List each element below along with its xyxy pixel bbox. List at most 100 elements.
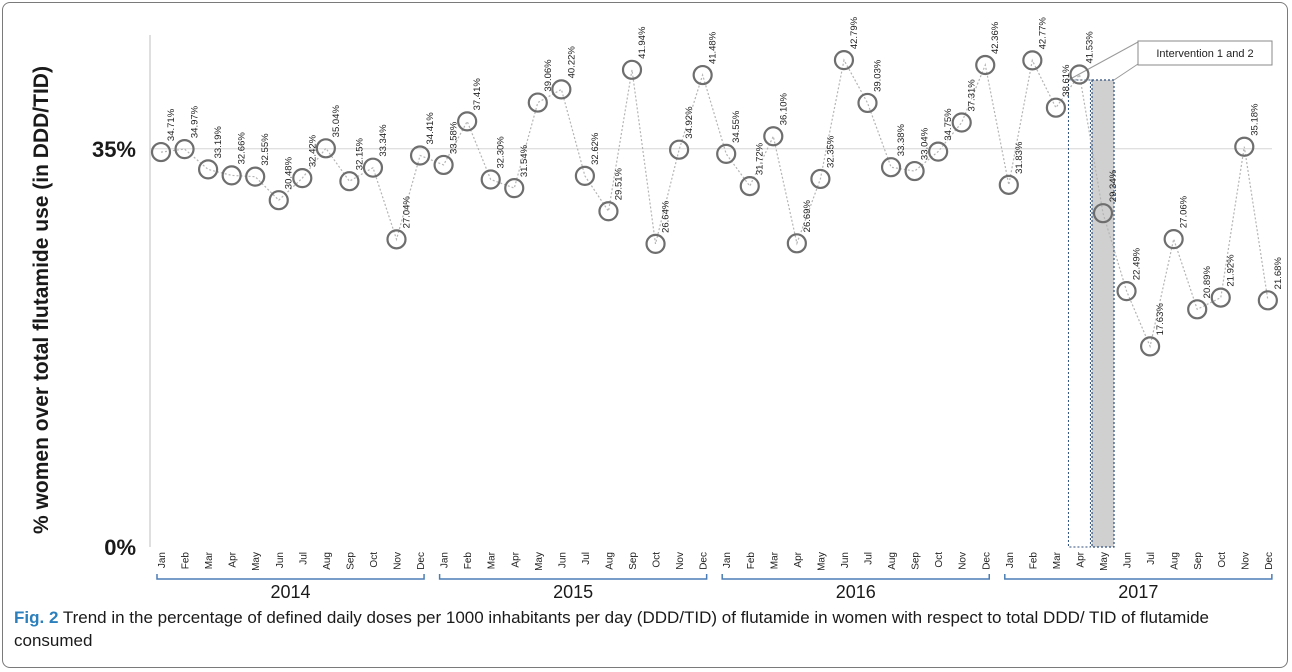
x-tick-label: May — [1099, 552, 1110, 571]
data-point — [1163, 229, 1184, 250]
data-point — [457, 111, 478, 132]
data-label: 27.06% — [1179, 195, 1190, 228]
y-tick-label: 35% — [92, 137, 136, 162]
x-tick-label: Jan — [157, 552, 168, 568]
data-point — [1234, 136, 1255, 157]
data-point — [198, 159, 219, 180]
x-tick-label: Aug — [322, 552, 333, 570]
data-label: 37.31% — [967, 79, 978, 112]
year-bracket — [156, 574, 425, 580]
data-label: 27.04% — [402, 196, 413, 229]
data-point — [245, 166, 266, 187]
data-point — [551, 79, 572, 100]
data-point — [857, 92, 878, 114]
x-tick-label: Mar — [769, 551, 780, 569]
data-label: 41.94% — [637, 26, 648, 59]
data-label: 38.61% — [1061, 64, 1072, 97]
x-tick-label: Feb — [463, 552, 474, 570]
x-tick-label: Dec — [981, 552, 992, 570]
data-label: 41.53% — [1084, 31, 1095, 64]
data-point — [833, 50, 855, 71]
data-label: 39.06% — [543, 59, 554, 92]
data-label: 29.34% — [1108, 169, 1119, 202]
x-tick-label: Jul — [298, 552, 309, 565]
x-tick-label: May — [251, 552, 262, 571]
data-label: 32.35% — [825, 135, 836, 168]
data-point — [692, 64, 713, 86]
x-tick-label: Nov — [1240, 552, 1251, 570]
intervention-leader-line — [1113, 63, 1139, 81]
year-label: 2017 — [1118, 582, 1158, 602]
x-tick-label: Jul — [864, 552, 875, 565]
data-point — [1092, 203, 1114, 224]
data-label: 40.22% — [566, 46, 577, 79]
x-tick-label: Sep — [345, 552, 356, 570]
data-label: 31.83% — [1014, 141, 1025, 174]
data-point — [504, 178, 525, 199]
x-tick-label: Feb — [746, 552, 757, 570]
x-tick-label: Sep — [1193, 552, 1204, 570]
x-tick-label: Aug — [604, 552, 615, 570]
year-bracket — [438, 574, 708, 580]
x-tick-label: Feb — [1028, 552, 1039, 570]
x-tick-label: Jan — [722, 552, 733, 568]
x-tick-label: Jan — [440, 552, 451, 568]
x-tick-label: Jun — [840, 552, 851, 568]
data-label: 42.36% — [990, 21, 1001, 54]
intervention-band-apr — [1067, 79, 1091, 548]
data-label: 34.71% — [166, 108, 177, 141]
data-point — [951, 112, 972, 133]
data-label: 41.48% — [708, 31, 719, 64]
x-tick-label: Jul — [581, 552, 592, 565]
data-point — [621, 59, 643, 80]
data-label: 37.41% — [472, 78, 483, 111]
data-label: 26.64% — [661, 200, 672, 233]
data-point — [221, 165, 242, 186]
x-tick-label: Jan — [1005, 552, 1016, 568]
data-label: 29.51% — [613, 167, 624, 200]
data-point — [315, 138, 336, 159]
data-label: 34.41% — [425, 112, 436, 145]
data-label: 33.04% — [920, 127, 931, 160]
data-label: 32.66% — [237, 132, 248, 165]
data-point — [1210, 287, 1231, 308]
year-label: 2015 — [553, 582, 593, 602]
data-label: 34.92% — [684, 106, 695, 139]
caption-text: Trend in the percentage of defined daily… — [14, 608, 1210, 650]
x-tick-label: Aug — [1170, 552, 1181, 570]
x-tick-label: Oct — [934, 552, 945, 568]
data-point — [998, 174, 1019, 195]
x-tick-label: Jun — [275, 552, 286, 568]
data-point — [1045, 97, 1067, 118]
data-point — [150, 141, 172, 163]
x-tick-label: Sep — [911, 552, 922, 570]
intervention-callout-text: Intervention 1 and 2 — [1156, 48, 1253, 60]
line-chart: 35% 0% % women over total flutamide use (i… — [30, 16, 1284, 602]
x-tick-label: Apr — [793, 551, 804, 567]
data-point — [268, 190, 289, 211]
data-point — [574, 165, 596, 186]
data-point — [880, 157, 902, 178]
data-point — [1257, 290, 1278, 311]
intervention-band-may — [1091, 79, 1115, 548]
intervention-leader-line — [1068, 41, 1139, 81]
data-point — [433, 154, 454, 176]
x-tick-label: Dec — [699, 552, 710, 570]
data-point — [1069, 64, 1090, 85]
data-label: 32.30% — [496, 136, 507, 169]
data-label: 33.19% — [213, 126, 224, 159]
data-point — [527, 92, 548, 113]
data-label: 32.42% — [307, 134, 318, 167]
data-label: 42.77% — [1037, 17, 1048, 50]
x-tick-label: Jun — [1123, 552, 1134, 568]
data-label: 17.63% — [1155, 303, 1166, 336]
data-label: 26.69% — [802, 200, 813, 233]
data-label: 35.04% — [331, 105, 342, 138]
x-tick-label: Feb — [181, 552, 192, 570]
caption-label: Fig. 2 — [14, 608, 59, 627]
data-label: 31.72% — [755, 142, 766, 175]
x-tick-label: Jul — [1146, 552, 1157, 565]
x-tick-label: Apr — [228, 551, 239, 567]
data-label: 33.38% — [896, 123, 907, 156]
